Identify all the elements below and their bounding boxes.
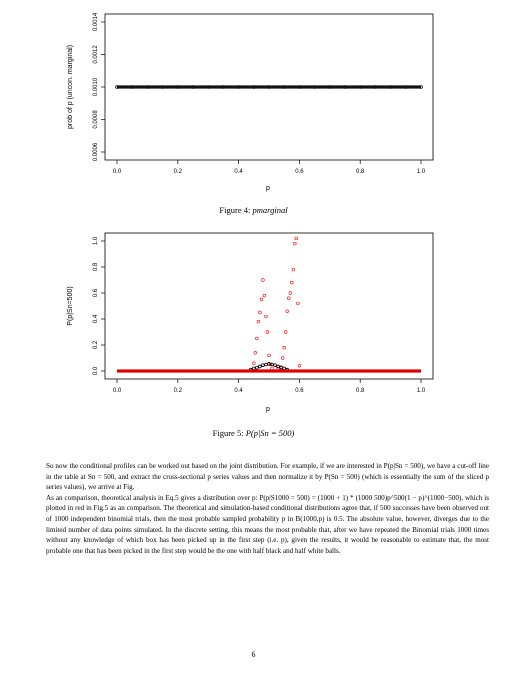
figure-5-caption: Figure 5: P(p|Sn = 500): [0, 428, 507, 438]
y-tick-label: 0.0: [93, 366, 99, 375]
caption-label: Figure 4:: [219, 205, 251, 215]
data-point: [252, 361, 256, 365]
y-tick-label: 0.0012: [93, 45, 99, 64]
y-tick-label: 0.0008: [93, 110, 99, 129]
data-point: [284, 330, 288, 334]
x-tick-label: 0.6: [295, 169, 304, 175]
y-axis-label: P(p|Sn=500): [67, 286, 74, 325]
x-axis-label: p: [266, 185, 270, 192]
data-point: [264, 314, 268, 319]
data-point: [259, 297, 264, 302]
figure-5-plot: 0.0 0.2 0.4 0.6 0.8 1.0 0.0 0.2 0.4 0.6 0.8 1.0 p P…: [67, 232, 434, 413]
x-tick-label: 1.0: [417, 388, 426, 394]
data-point: [262, 293, 267, 298]
data-point: [293, 241, 297, 246]
data-point: [253, 351, 258, 355]
data-point: [258, 310, 262, 315]
data-point: [287, 296, 291, 300]
y-tick-label: 0.2: [93, 340, 99, 349]
data-point: [285, 309, 289, 313]
x-tick-label: 0.8: [356, 388, 365, 394]
figure-4-plot: 0.0 0.2 0.4 0.6 0.8 1.0 0.0006 0.0008 0.0010 0.00…: [67, 12, 434, 192]
x-tick-label: 1.0: [417, 169, 426, 175]
data-point: [270, 366, 274, 371]
data-point: [261, 363, 265, 367]
y-tick-label: 0.8: [93, 262, 99, 271]
data-point: [276, 364, 280, 369]
body-text: So now the conditional profiles can be w…: [46, 461, 489, 556]
x-tick-label: 0.2: [174, 388, 183, 394]
data-point: [294, 236, 299, 241]
data-point: [291, 267, 296, 272]
data-point: [255, 336, 259, 341]
figure-4-caption: Figure 4: pmarginal: [0, 205, 507, 215]
data-point: [288, 291, 292, 295]
data-points: [115, 85, 423, 89]
y-tick-label: 0.6: [93, 288, 99, 297]
data-point: [273, 363, 277, 367]
dense-points-band: [117, 85, 421, 89]
axes: 0.0 0.2 0.4 0.6 0.8 1.0 0.0 0.2 0.4 0.6 0.8 1.0: [93, 236, 426, 394]
y-tick-label: 1.0: [93, 236, 99, 245]
plot-frame: [104, 232, 434, 380]
x-tick-label: 0.0: [113, 388, 122, 394]
data-points: [117, 236, 421, 373]
caption-label: Figure 5:: [212, 428, 244, 438]
caption-text: P(p|Sn = 500): [245, 428, 295, 438]
data-point: [297, 364, 302, 368]
data-point: [282, 345, 286, 350]
paragraph: As an comparison, theoretical analysis i…: [46, 493, 489, 555]
x-tick-label: 0.2: [174, 169, 183, 175]
x-tick-label: 0.4: [234, 169, 243, 175]
data-point: [258, 364, 262, 369]
data-point: [267, 353, 271, 358]
axes: 0.0 0.2 0.4 0.6 0.8 1.0 0.0006 0.0008 0.0010 0.00…: [93, 12, 426, 175]
data-point: [256, 319, 261, 324]
y-tick-label: 0.0006: [93, 142, 99, 161]
x-tick-label: 0.6: [295, 388, 304, 394]
x-axis-label: p: [266, 406, 270, 413]
data-point: [255, 365, 259, 370]
x-tick-label: 0.4: [234, 388, 243, 394]
data-point: [282, 366, 287, 371]
y-axis-label: prob of p (uncon. marginal): [67, 45, 74, 129]
page-number: 6: [251, 650, 256, 659]
y-tick-label: 0.0010: [93, 77, 99, 96]
y-tick-label: 0.4: [93, 314, 99, 323]
data-point: [261, 278, 265, 282]
x-tick-label: 0.8: [356, 169, 365, 175]
data-point: [264, 362, 268, 367]
data-point: [296, 301, 300, 306]
caption-text: pmarginal: [252, 205, 288, 215]
paragraph: So now the conditional profiles can be w…: [46, 462, 489, 492]
x-tick-label: 0.0: [113, 169, 122, 175]
data-point: [265, 330, 270, 334]
data-point: [252, 366, 256, 371]
y-tick-label: 0.0014: [93, 12, 99, 31]
dense-points-band: [117, 369, 421, 373]
data-point: [280, 356, 285, 360]
data-point: [290, 280, 294, 285]
